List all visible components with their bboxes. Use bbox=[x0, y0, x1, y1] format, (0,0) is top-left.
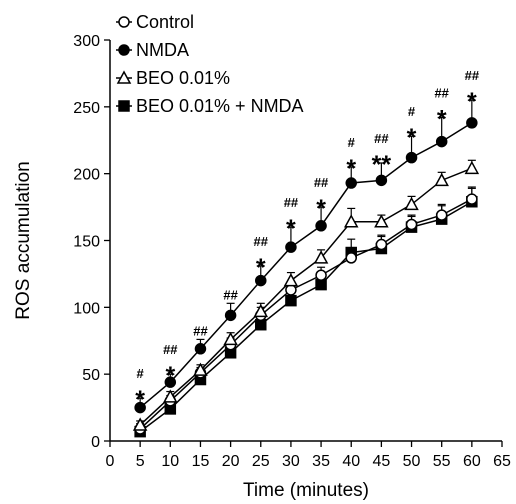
data-point bbox=[437, 210, 447, 220]
x-tick-label: 30 bbox=[282, 453, 300, 470]
data-point bbox=[286, 296, 296, 306]
legend-item: BEO 0.01% + NMDA bbox=[116, 96, 304, 116]
x-tick-label: 50 bbox=[403, 453, 421, 470]
legend-swatch-marker bbox=[119, 17, 129, 27]
significance-hash: ## bbox=[284, 195, 299, 210]
legend-item: NMDA bbox=[116, 40, 189, 60]
series-line bbox=[140, 199, 472, 429]
series-layer bbox=[134, 100, 478, 436]
y-tick-label: 200 bbox=[73, 167, 100, 184]
series-nmda bbox=[135, 100, 477, 412]
data-point bbox=[407, 219, 417, 229]
significance-hash: ## bbox=[374, 131, 389, 146]
legend-item: BEO 0.01% bbox=[116, 68, 230, 88]
series-beo-0-01-nmda bbox=[135, 187, 477, 437]
significance-star: * bbox=[467, 88, 477, 116]
data-point bbox=[316, 280, 326, 290]
data-point bbox=[195, 344, 205, 354]
x-axis-label: Time (minutes) bbox=[243, 480, 369, 501]
significance-hash: # bbox=[137, 366, 145, 381]
significance-star: * bbox=[407, 124, 417, 152]
data-point bbox=[346, 253, 356, 263]
significance-hash: ## bbox=[223, 287, 238, 302]
legend-swatch-marker bbox=[119, 101, 129, 111]
x-tick-label: 40 bbox=[342, 453, 360, 470]
data-point bbox=[286, 242, 296, 252]
x-tick-label: 20 bbox=[222, 453, 240, 470]
significance-star: * bbox=[437, 106, 447, 134]
significance-annotations: * # * ## ## ## * ## * ## * ## * # ** ## * # * ## * ## bbox=[135, 68, 480, 414]
significance-star: * bbox=[346, 155, 356, 183]
x-tick-label: 0 bbox=[106, 453, 115, 470]
y-tick-label: 150 bbox=[73, 234, 100, 251]
y-tick-label: 250 bbox=[73, 100, 100, 117]
data-point bbox=[467, 194, 477, 204]
data-point bbox=[466, 162, 478, 173]
data-point bbox=[285, 275, 297, 286]
series-control bbox=[135, 188, 477, 434]
data-point bbox=[437, 137, 447, 147]
y-tick-label: 100 bbox=[73, 300, 100, 317]
series-beo-0-01 bbox=[134, 160, 478, 430]
legend-label: BEO 0.01% + NMDA bbox=[136, 96, 304, 116]
x-tick-label: 45 bbox=[372, 453, 390, 470]
significance-hash: ## bbox=[465, 68, 480, 83]
legend-swatch-marker bbox=[119, 45, 129, 55]
series-line bbox=[140, 123, 472, 408]
significance-star: * bbox=[165, 362, 175, 390]
significance-hash: # bbox=[348, 135, 356, 150]
legend-item: Control bbox=[116, 12, 194, 32]
legend: Control NMDA BEO 0.01% BEO 0.01% + NMDA bbox=[116, 12, 304, 116]
data-point bbox=[376, 240, 386, 250]
legend-label: Control bbox=[136, 12, 194, 32]
series-line bbox=[140, 168, 472, 425]
data-point bbox=[436, 174, 448, 185]
x-tick-label: 25 bbox=[252, 453, 270, 470]
significance-hash: ## bbox=[434, 86, 449, 101]
x-tick-label: 35 bbox=[312, 453, 330, 470]
y-tick-label: 50 bbox=[82, 367, 100, 384]
significance-star: * bbox=[135, 386, 145, 414]
x-tick-label: 15 bbox=[192, 453, 210, 470]
x-tick-label: 60 bbox=[463, 453, 481, 470]
significance-star: * bbox=[256, 254, 266, 282]
significance-star: * bbox=[316, 195, 326, 223]
significance-hash: ## bbox=[193, 323, 208, 338]
data-point bbox=[226, 310, 236, 320]
legend-label: NMDA bbox=[136, 40, 189, 60]
significance-star: * bbox=[286, 215, 296, 243]
x-tick-label: 55 bbox=[433, 453, 451, 470]
x-tick-label: 10 bbox=[161, 453, 179, 470]
x-tick-label: 65 bbox=[493, 453, 511, 470]
data-point bbox=[407, 153, 417, 163]
significance-hash: ## bbox=[163, 342, 178, 357]
data-point bbox=[316, 270, 326, 280]
data-point bbox=[467, 118, 477, 128]
legend-label: BEO 0.01% bbox=[136, 68, 230, 88]
y-axis-label: ROS accumulation bbox=[13, 161, 34, 319]
y-tick-label: 300 bbox=[73, 33, 100, 50]
data-point bbox=[286, 285, 296, 295]
x-tick-label: 5 bbox=[136, 453, 145, 470]
data-point bbox=[256, 320, 266, 330]
y-tick-label: 0 bbox=[91, 434, 100, 451]
significance-hash: # bbox=[408, 104, 416, 119]
significance-star: ** bbox=[372, 151, 392, 179]
significance-hash: ## bbox=[314, 175, 329, 190]
significance-hash: ## bbox=[254, 234, 269, 249]
data-point bbox=[406, 198, 418, 209]
